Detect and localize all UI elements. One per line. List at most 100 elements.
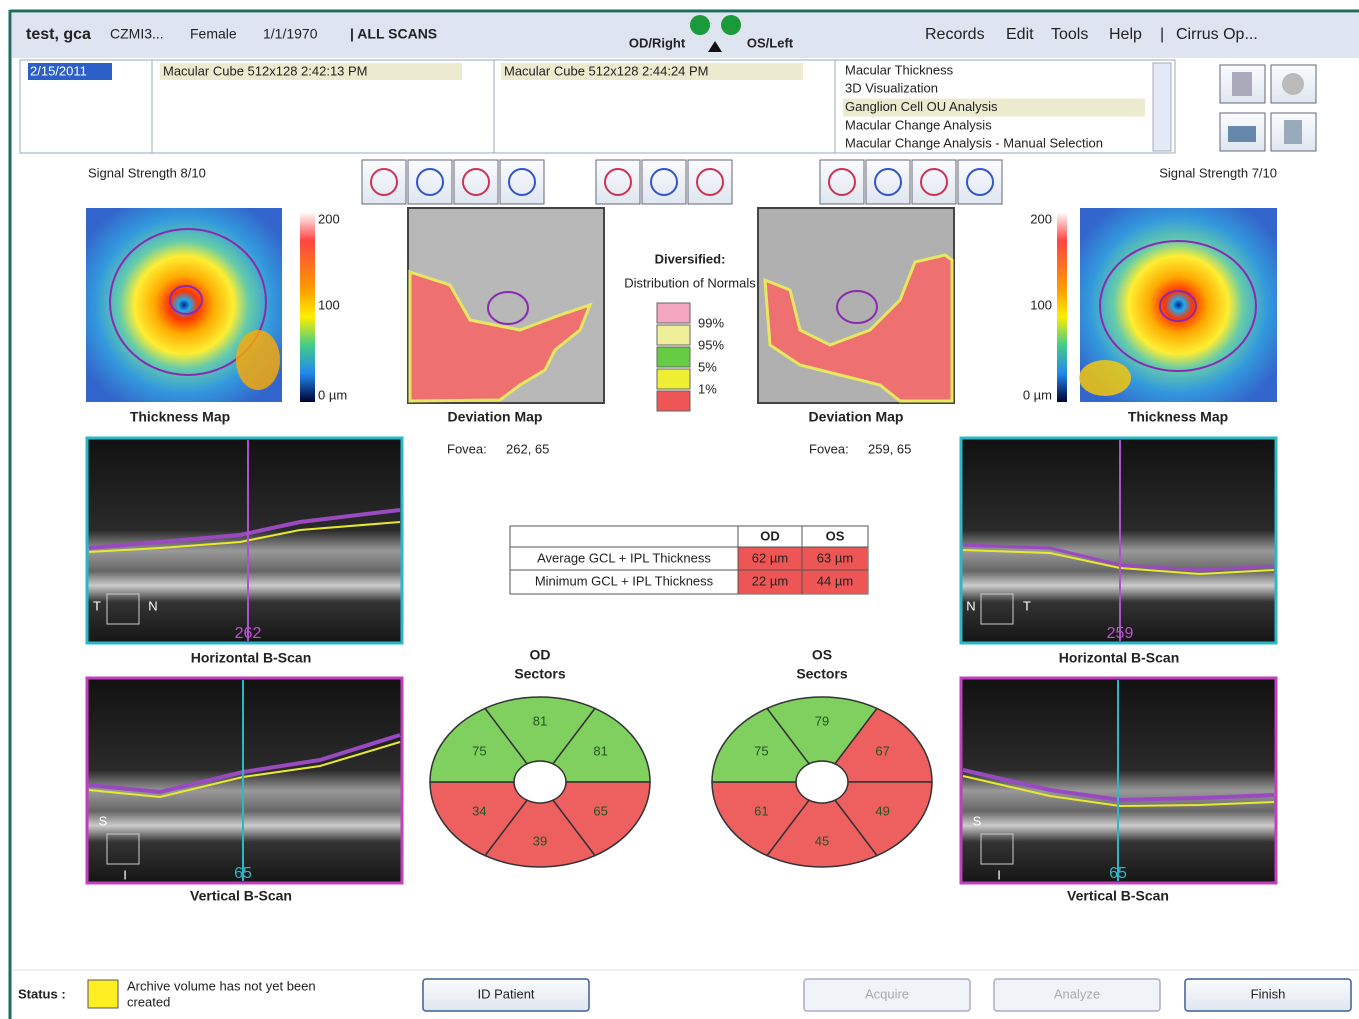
fovea-value: 259, 65 bbox=[868, 441, 911, 456]
menu-item[interactable]: Tools bbox=[1051, 26, 1088, 43]
header-bar bbox=[12, 13, 1359, 58]
tool-button[interactable] bbox=[407, 159, 453, 205]
tool-icon bbox=[828, 168, 856, 196]
menu-item[interactable]: Help bbox=[1109, 26, 1142, 43]
sector-value: 75 bbox=[472, 743, 486, 758]
os-label: OS/Left bbox=[747, 35, 794, 50]
eye-arrow bbox=[708, 41, 722, 52]
legend-swatch bbox=[656, 368, 691, 390]
normative-legend bbox=[656, 302, 691, 412]
direction-label: S bbox=[973, 813, 982, 828]
sector bbox=[711, 707, 811, 783]
patient-name: test, gca bbox=[26, 26, 91, 43]
table-header: OS bbox=[826, 528, 845, 543]
deviation-area bbox=[763, 253, 954, 403]
ellipse-overlay bbox=[169, 285, 203, 315]
scale-label: 100 bbox=[318, 297, 340, 312]
scan-date[interactable]: 2/15/2011 bbox=[30, 63, 87, 78]
tool-icon bbox=[508, 168, 536, 196]
tool-button[interactable] bbox=[911, 159, 957, 205]
tool-button[interactable] bbox=[687, 159, 733, 205]
signal-strength: Signal Strength 7/10 bbox=[1159, 165, 1277, 180]
scan-item-bg[interactable] bbox=[160, 63, 462, 80]
scan-filter[interactable]: | ALL SCANS bbox=[350, 26, 437, 42]
sector-value: 49 bbox=[875, 803, 889, 818]
button[interactable] bbox=[422, 978, 590, 1012]
tool-button[interactable] bbox=[819, 159, 865, 205]
patient-dob: 1/1/1970 bbox=[263, 26, 318, 42]
tool-button[interactable] bbox=[453, 159, 499, 205]
scan-position: 262 bbox=[235, 625, 262, 642]
menu-item[interactable]: Cirrus Op... bbox=[1176, 26, 1258, 43]
table-value: 63 µm bbox=[817, 550, 853, 565]
color-scale bbox=[1057, 212, 1067, 402]
menu-item[interactable]: Records bbox=[925, 26, 985, 43]
menu-item[interactable]: Edit bbox=[1006, 26, 1034, 43]
tool-icon bbox=[874, 168, 902, 196]
scan-position: 259 bbox=[1107, 625, 1134, 642]
patient-sex: Female bbox=[190, 26, 237, 42]
map-patch bbox=[236, 330, 280, 390]
icon bbox=[1232, 72, 1252, 96]
status-text: created bbox=[127, 994, 170, 1009]
button-label[interactable]: ID Patient bbox=[477, 986, 534, 1001]
tool-button[interactable] bbox=[957, 159, 1003, 205]
button-label: Analyze bbox=[1054, 986, 1100, 1001]
tool-button[interactable] bbox=[361, 159, 407, 205]
scan-item-bg[interactable] bbox=[501, 63, 803, 80]
button[interactable] bbox=[1184, 978, 1352, 1012]
fovea-label: Fovea: bbox=[447, 441, 487, 456]
analysis-item[interactable]: 3D Visualization bbox=[845, 81, 938, 96]
direction-label: T bbox=[1023, 598, 1031, 613]
sector-value: 34 bbox=[472, 803, 486, 818]
icon bbox=[1284, 120, 1302, 144]
os-indicator bbox=[721, 15, 741, 35]
direction-label: T bbox=[93, 598, 101, 613]
b-scan-title: Horizontal B-Scan bbox=[191, 650, 312, 666]
sector-subtitle: Sectors bbox=[514, 666, 566, 682]
legend-title: Diversified: bbox=[655, 251, 726, 266]
tool-button[interactable] bbox=[641, 159, 687, 205]
button-label[interactable]: Finish bbox=[1251, 986, 1286, 1001]
sector-value: 65 bbox=[593, 803, 607, 818]
b-scan-title: Vertical B-Scan bbox=[1067, 888, 1169, 904]
legend-subtitle: Distribution of Normals bbox=[624, 275, 756, 290]
scan-item[interactable]: Macular Cube 512x128 2:44:24 PM bbox=[504, 63, 709, 78]
od-label: OD/Right bbox=[629, 35, 686, 50]
sector bbox=[833, 707, 933, 783]
legend-swatch bbox=[656, 324, 691, 346]
analysis-item[interactable]: Macular Change Analysis bbox=[845, 117, 992, 132]
analysis-item[interactable]: Ganglion Cell OU Analysis bbox=[845, 99, 998, 114]
selected-date[interactable] bbox=[28, 63, 112, 80]
scan-item[interactable]: Macular Cube 512x128 2:42:13 PM bbox=[163, 63, 368, 78]
direction-label: S bbox=[99, 813, 108, 828]
legend-level: 99% bbox=[698, 315, 724, 330]
analysis-selected[interactable] bbox=[843, 98, 1145, 117]
tool-button[interactable] bbox=[499, 159, 545, 205]
sector-subtitle: Sectors bbox=[796, 666, 848, 682]
b-scan-title: Vertical B-Scan bbox=[190, 888, 292, 904]
sector-value: 81 bbox=[593, 743, 607, 758]
legend-level: 95% bbox=[698, 337, 724, 352]
table-value: 22 µm bbox=[752, 573, 788, 588]
table-value: 62 µm bbox=[752, 550, 788, 565]
sector-title: OD bbox=[530, 647, 551, 663]
analysis-item[interactable]: Macular Thickness bbox=[845, 62, 954, 77]
tool-button[interactable] bbox=[865, 159, 911, 205]
scale-label: 0 µm bbox=[1023, 387, 1052, 402]
sector bbox=[483, 799, 597, 868]
scrollbar[interactable] bbox=[1152, 62, 1172, 152]
ellipse-overlay bbox=[1159, 290, 1197, 322]
analysis-item[interactable]: Macular Change Analysis - Manual Selecti… bbox=[845, 136, 1103, 151]
od-indicator bbox=[690, 15, 710, 35]
tool-icon bbox=[650, 168, 678, 196]
gcl-table bbox=[509, 525, 869, 595]
scale-label: 200 bbox=[318, 211, 340, 226]
tool-button[interactable] bbox=[595, 159, 641, 205]
deviation-area bbox=[408, 269, 593, 403]
direction-label: I bbox=[997, 867, 1001, 882]
icon bbox=[1282, 73, 1304, 95]
tool-icon bbox=[696, 168, 724, 196]
status-text: Archive volume has not yet been bbox=[127, 978, 316, 993]
